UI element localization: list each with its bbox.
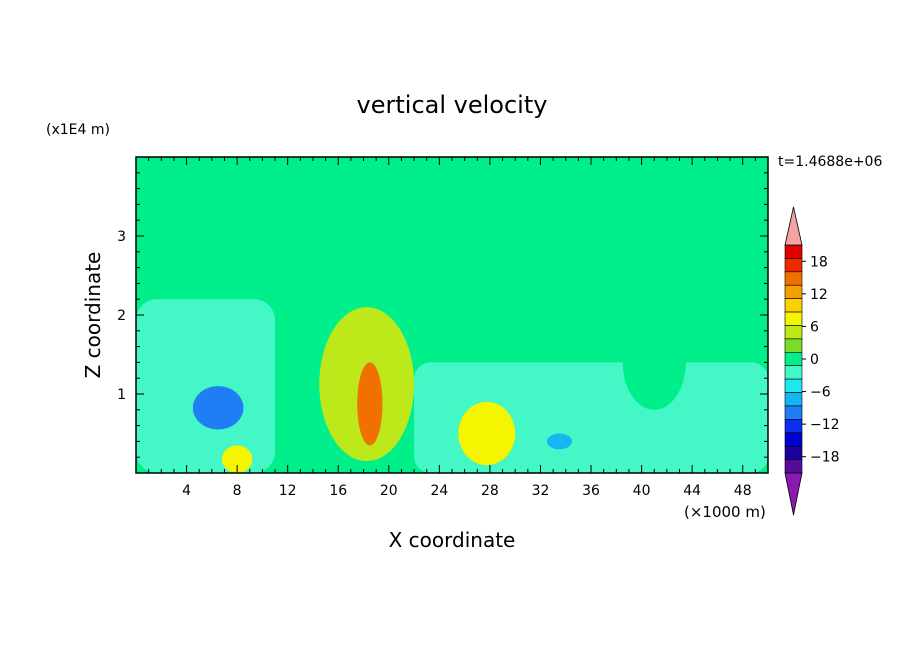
- colorbar-segment: [784, 419, 803, 434]
- region-updraft-core: [357, 362, 383, 446]
- colorbar-segment: [784, 351, 803, 367]
- colorbar-bottom-triangle: [784, 472, 803, 516]
- colorbar-tick-label: 12: [810, 287, 828, 303]
- x-tick-label: 28: [481, 483, 499, 499]
- colorbar-tick-label: −6: [810, 385, 831, 401]
- x-tick-label: 48: [734, 483, 752, 499]
- colorbar-tick-label: −12: [810, 417, 840, 433]
- x-tick-label: 40: [633, 483, 651, 499]
- colorbar-top-triangle: [784, 206, 803, 246]
- colorbar-segment: [784, 338, 803, 353]
- colorbar-segment: [784, 258, 803, 273]
- colorbar-tick-label: 6: [810, 319, 819, 335]
- colorbar-segment: [784, 459, 803, 474]
- y-axis: 1 2 3: [117, 172, 768, 458]
- y-axis-label: Z coordinate: [81, 252, 105, 379]
- colorbar-segment: [784, 298, 803, 313]
- x-tick-label: 20: [380, 483, 398, 499]
- y-tick-label: 3: [117, 229, 126, 245]
- x-tick-label: 24: [430, 483, 448, 499]
- region-bump-8: [221, 445, 253, 473]
- x-tick-label: 36: [582, 483, 600, 499]
- chart-title: vertical velocity: [357, 91, 548, 119]
- colorbar-segment: [784, 392, 803, 407]
- colorbar: 18 12 6 0 −6 −12 −18: [784, 206, 840, 516]
- y-unit-label: (x1E4 m): [46, 122, 110, 138]
- x-axis: 4 8 12 16 20 24 28 32 36 40 44 48: [148, 157, 756, 499]
- colorbar-segment: [784, 432, 803, 447]
- colorbar-tick-label: 18: [810, 254, 828, 270]
- x-axis-label: X coordinate: [389, 528, 516, 552]
- colorbar-segment: [784, 271, 803, 286]
- x-tick-label: 16: [329, 483, 347, 499]
- colorbar-segment: [784, 365, 803, 380]
- region-blob-34: [546, 433, 573, 450]
- region-upper-layer: [272, 259, 661, 315]
- y-tick-label: 2: [117, 308, 126, 324]
- colorbar-segment: [784, 284, 803, 299]
- colorbar-segment: [784, 325, 803, 340]
- colorbar-segment: [784, 378, 803, 393]
- plot-area: [136, 157, 768, 473]
- y-tick-label: 1: [117, 387, 126, 403]
- colorbar-segment: [784, 311, 803, 326]
- time-label: t=1.4688e+06: [778, 154, 882, 170]
- x-tick-label: 4: [182, 483, 191, 499]
- region-downdraft-left: [192, 386, 244, 430]
- region-cell-41: [622, 315, 686, 410]
- region-left-lower-layer: [136, 299, 276, 473]
- region-secondary-updraft: [458, 401, 516, 466]
- x-tick-label: 44: [683, 483, 701, 499]
- colorbar-segment: [784, 405, 803, 420]
- x-tick-label: 32: [532, 483, 550, 499]
- colorbar-tick-label: 0: [810, 352, 819, 368]
- x-tick-label: 12: [279, 483, 297, 499]
- colorbar-segment: [784, 244, 803, 259]
- x-tick-label: 8: [233, 483, 242, 499]
- x-unit-label: (×1000 m): [684, 503, 766, 521]
- colorbar-tick-label: −18: [810, 450, 840, 466]
- colorbar-segment: [784, 445, 803, 460]
